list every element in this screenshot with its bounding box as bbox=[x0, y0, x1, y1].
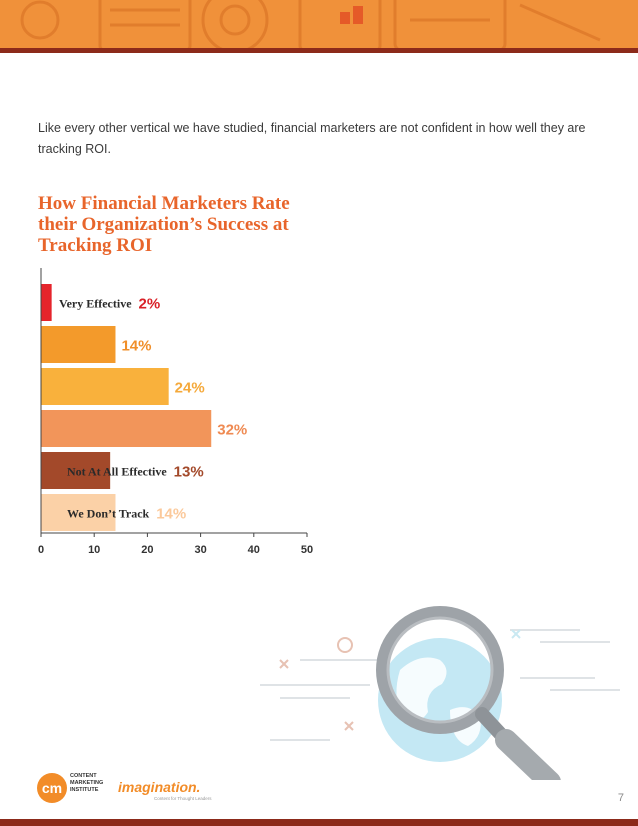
bar-category-label-5: We Don’t Track bbox=[67, 507, 150, 521]
bar-category-label-4: Not At All Effective bbox=[67, 465, 167, 479]
x-tick-label-0: 0 bbox=[38, 544, 44, 556]
header-banner bbox=[0, 0, 638, 48]
magnifying-glass-globe-illustration bbox=[250, 590, 620, 793]
imagination-logo: imagination. Content for Thought Leaders bbox=[118, 779, 212, 801]
bar-2 bbox=[41, 368, 169, 405]
svg-text:imagination.: imagination. bbox=[118, 779, 200, 795]
chart-title: How Financial Marketers Rate their Organ… bbox=[38, 193, 290, 256]
cmi-logo: cm CONTENT MARKETING INSTITUTE bbox=[37, 773, 103, 803]
bar-category-label-0: Very Effective bbox=[59, 297, 132, 311]
header-divider bbox=[0, 48, 638, 53]
bar-value-label-5: 14% bbox=[156, 506, 186, 523]
bar-0 bbox=[41, 284, 52, 321]
bar-4 bbox=[41, 452, 111, 489]
svg-text:cm: cm bbox=[42, 780, 62, 796]
bar-5 bbox=[41, 494, 116, 531]
header-illustration bbox=[20, 0, 601, 48]
x-tick-label-1: 10 bbox=[88, 544, 100, 556]
bar-chart: Very Effective 2% 14% 24% 32% Not At All Effe… bbox=[38, 268, 313, 556]
intro-paragraph: Like every other vertical we have studie… bbox=[38, 121, 586, 156]
page-number: 7 bbox=[617, 792, 624, 804]
svg-text:MARKETING: MARKETING bbox=[70, 780, 103, 786]
bar-1 bbox=[41, 326, 116, 363]
x-tick-label-5: 50 bbox=[301, 544, 313, 556]
bar-value-label-3: 32% bbox=[217, 422, 247, 439]
x-tick-label-2: 20 bbox=[141, 544, 153, 556]
svg-text:INSTITUTE: INSTITUTE bbox=[70, 787, 99, 793]
svg-text:Content for Thought Leaders: Content for Thought Leaders bbox=[154, 796, 212, 801]
bar-3 bbox=[41, 410, 212, 447]
svg-text:CONTENT: CONTENT bbox=[70, 773, 97, 779]
bar-value-label-0: 2% bbox=[139, 296, 161, 313]
partner-logos: cm CONTENT MARKETING INSTITUTE imaginati… bbox=[36, 770, 236, 810]
x-tick-label-3: 30 bbox=[194, 544, 206, 556]
footer-divider bbox=[0, 819, 638, 826]
x-tick-label-4: 40 bbox=[248, 544, 260, 556]
bar-value-label-1: 14% bbox=[121, 338, 151, 355]
magnifying-glass-icon bbox=[376, 606, 561, 793]
bar-value-label-4: 13% bbox=[174, 464, 204, 481]
bar-value-label-2: 24% bbox=[175, 380, 205, 397]
